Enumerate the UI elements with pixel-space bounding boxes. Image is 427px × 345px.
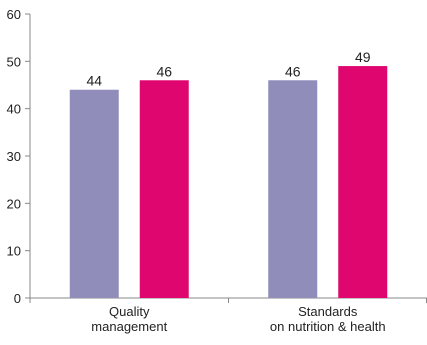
y-tick-label: 10 [7,244,21,259]
y-tick-label: 0 [14,291,21,306]
bar [69,89,119,298]
x-category-label: on nutrition & health [270,319,386,334]
bar-value-label: 46 [156,63,172,79]
y-tick-label: 60 [7,7,21,22]
bar-value-label: 49 [355,49,371,65]
x-category-label: management [91,319,167,334]
y-axis: 0 10 20 30 40 50 60 [7,7,31,306]
y-tick-label: 20 [7,196,21,211]
y-tick-label: 30 [7,149,21,164]
bar-value-label: 46 [285,63,301,79]
y-tick-label: 50 [7,54,21,69]
y-tick-label: 40 [7,102,21,117]
bar-value-label: 44 [86,73,102,89]
bar [268,80,318,299]
bar [139,80,189,299]
x-category-label: Quality [109,304,150,319]
data-labels: 44 46 46 49 [86,49,370,89]
x-category-label: Standards [298,304,358,319]
bars [69,66,388,299]
bar [338,66,388,298]
